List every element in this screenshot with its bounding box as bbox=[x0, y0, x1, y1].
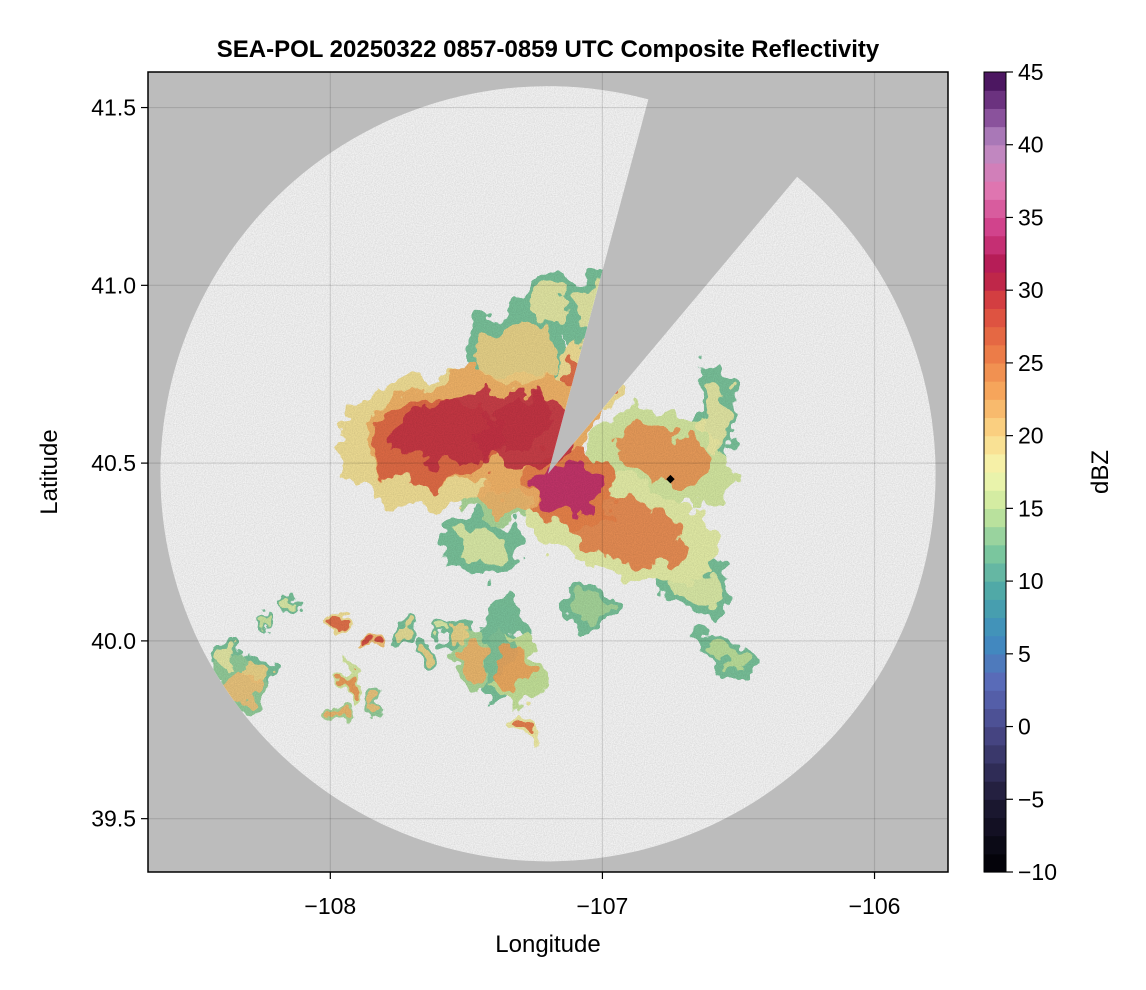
colorbar-band-24 bbox=[984, 417, 1006, 437]
colorbar-band-16 bbox=[984, 562, 1006, 582]
colorbar-tick-label-3: 5 bbox=[1018, 641, 1031, 667]
colorbar-band-4 bbox=[984, 781, 1006, 800]
colorbar-band-26 bbox=[984, 381, 1006, 400]
colorbar-band-43 bbox=[984, 72, 1006, 91]
colorbar-band-6 bbox=[984, 744, 1006, 764]
colorbar-band-29 bbox=[984, 326, 1006, 346]
plot-frame bbox=[147, 71, 949, 873]
colorbar-ticks: −10 −5 0 5 10 15 20 25 30 35 40 45 bbox=[1006, 59, 1057, 885]
colorbar-band-13 bbox=[984, 617, 1006, 637]
colorbar-tick-label-4: 10 bbox=[1018, 568, 1044, 594]
colorbar-band-0 bbox=[984, 853, 1006, 873]
colorbar-band-1 bbox=[984, 835, 1006, 855]
colorbar-band-12 bbox=[984, 635, 1006, 655]
site-marker bbox=[666, 474, 675, 484]
colorbar-band-28 bbox=[984, 344, 1006, 364]
colorbar-band-41 bbox=[984, 108, 1006, 128]
colorbar-band-3 bbox=[984, 799, 1006, 819]
colorbar-band-38 bbox=[984, 162, 1006, 182]
colorbar-band-5 bbox=[984, 762, 1006, 782]
colorbar-band-39 bbox=[984, 144, 1006, 164]
y-tick-label-0: 39.5 bbox=[91, 806, 136, 832]
colorbar-band-20 bbox=[984, 490, 1006, 509]
colorbar-band-10 bbox=[984, 672, 1006, 691]
colorbar-band-21 bbox=[984, 472, 1006, 491]
colorbar-band-8 bbox=[984, 708, 1006, 728]
colorbar-band-7 bbox=[984, 726, 1006, 746]
chart-title: SEA-POL 20250322 0857-0859 UTC Composite… bbox=[217, 36, 880, 63]
y-tick-label-3: 41.0 bbox=[91, 272, 136, 298]
colorbar-band-22 bbox=[984, 453, 1006, 473]
colorbar-tick-label-7: 25 bbox=[1018, 350, 1044, 376]
colorbar-band-30 bbox=[984, 308, 1006, 328]
colorbar-band-17 bbox=[984, 544, 1006, 564]
x-axis-label: Longitude bbox=[495, 931, 600, 958]
y-tick-label-4: 41.5 bbox=[91, 95, 136, 121]
y-tick-label-1: 40.0 bbox=[91, 628, 136, 654]
colorbar-band-40 bbox=[984, 126, 1006, 146]
colorbar-tick-label-1: −5 bbox=[1018, 786, 1044, 812]
colorbar-band-15 bbox=[984, 581, 1006, 600]
x-tick-label-1: −107 bbox=[577, 893, 629, 919]
x-tick-label-0: −108 bbox=[304, 893, 356, 919]
colorbar-band-31 bbox=[984, 290, 1006, 309]
colorbar-band-19 bbox=[984, 508, 1006, 528]
plot-area bbox=[148, 72, 948, 872]
colorbar-band-36 bbox=[984, 199, 1006, 219]
grid-lines bbox=[148, 72, 948, 872]
colorbar-tick-label-11: 45 bbox=[1018, 59, 1044, 85]
colorbar-label: dBZ bbox=[1087, 450, 1114, 494]
colorbar-band-34 bbox=[984, 235, 1006, 255]
colorbar-band-2 bbox=[984, 817, 1006, 837]
colorbar-band-33 bbox=[984, 253, 1006, 273]
y-axis-label: Latitude bbox=[36, 429, 63, 514]
colorbar-band-18 bbox=[984, 526, 1006, 546]
y-axis-ticks: 39.5 40.0 40.5 41.0 41.5 bbox=[91, 95, 148, 832]
x-tick-label-2: −106 bbox=[849, 893, 901, 919]
x-axis-ticks: −108 −107 −106 bbox=[304, 872, 900, 919]
colorbar-band-27 bbox=[984, 362, 1006, 382]
colorbar-tick-label-8: 30 bbox=[1018, 277, 1044, 303]
colorbar-band-11 bbox=[984, 653, 1006, 673]
colorbar-band-9 bbox=[984, 690, 1006, 709]
colorbar-tick-label-2: 0 bbox=[1018, 714, 1031, 740]
colorbar-tick-label-6: 20 bbox=[1018, 423, 1044, 449]
colorbar-tick-label-5: 15 bbox=[1018, 495, 1044, 521]
colorbar-bands bbox=[984, 72, 1006, 873]
colorbar-band-32 bbox=[984, 272, 1006, 291]
colorbar: −10 −5 0 5 10 15 20 25 30 35 40 45 dBZ bbox=[983, 59, 1114, 885]
colorbar-band-23 bbox=[984, 435, 1006, 455]
colorbar-band-25 bbox=[984, 399, 1006, 419]
colorbar-frame bbox=[983, 71, 1007, 873]
colorbar-band-37 bbox=[984, 181, 1006, 200]
colorbar-tick-label-10: 40 bbox=[1018, 132, 1044, 158]
colorbar-tick-label-9: 35 bbox=[1018, 204, 1044, 230]
colorbar-tick-label-0: −10 bbox=[1018, 859, 1057, 885]
y-tick-label-2: 40.5 bbox=[91, 450, 136, 476]
colorbar-band-35 bbox=[984, 217, 1006, 237]
colorbar-band-14 bbox=[984, 599, 1006, 619]
echo-texture bbox=[160, 86, 936, 862]
colorbar-band-42 bbox=[984, 90, 1006, 109]
reflectivity-echoes bbox=[160, 86, 936, 862]
